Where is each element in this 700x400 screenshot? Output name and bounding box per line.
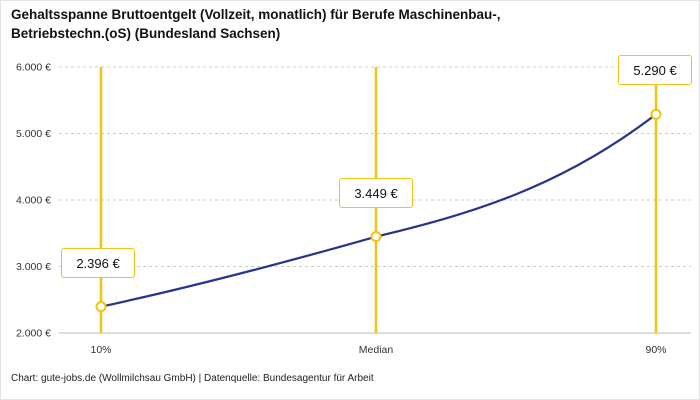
data-point-90% (650, 108, 662, 120)
data-point-Median (370, 231, 382, 243)
value-label-median: 3.449 € (339, 178, 413, 208)
y-tick-label: 3.000 € (16, 261, 51, 273)
x-tick-label-90%: 90% (645, 344, 666, 356)
y-tick-label: 6.000 € (16, 62, 51, 74)
chart-title-line1: Gehaltsspanne Bruttoentgelt (Vollzeit, m… (11, 7, 501, 22)
y-tick-label: 5.000 € (16, 128, 51, 140)
chart-title: Gehaltsspanne Bruttoentgelt (Vollzeit, m… (11, 6, 501, 44)
x-tick-label-Median: Median (359, 344, 394, 356)
chart-title-line2: Betriebstechn.(oS) (Bundesland Sachsen) (11, 25, 281, 41)
value-label-10pct: 2.396 € (61, 248, 135, 278)
salary-line-series (100, 113, 657, 308)
y-tick-label: 4.000 € (16, 195, 51, 207)
y-tick-label: 2.000 € (16, 328, 51, 340)
value-label-90pct: 5.290 € (618, 55, 692, 85)
chart-footer-attribution: Chart: gute-jobs.de (Wollmilchsau GmbH) … (11, 373, 374, 384)
data-point-10% (95, 301, 107, 313)
x-tick-label-10%: 10% (90, 344, 111, 356)
